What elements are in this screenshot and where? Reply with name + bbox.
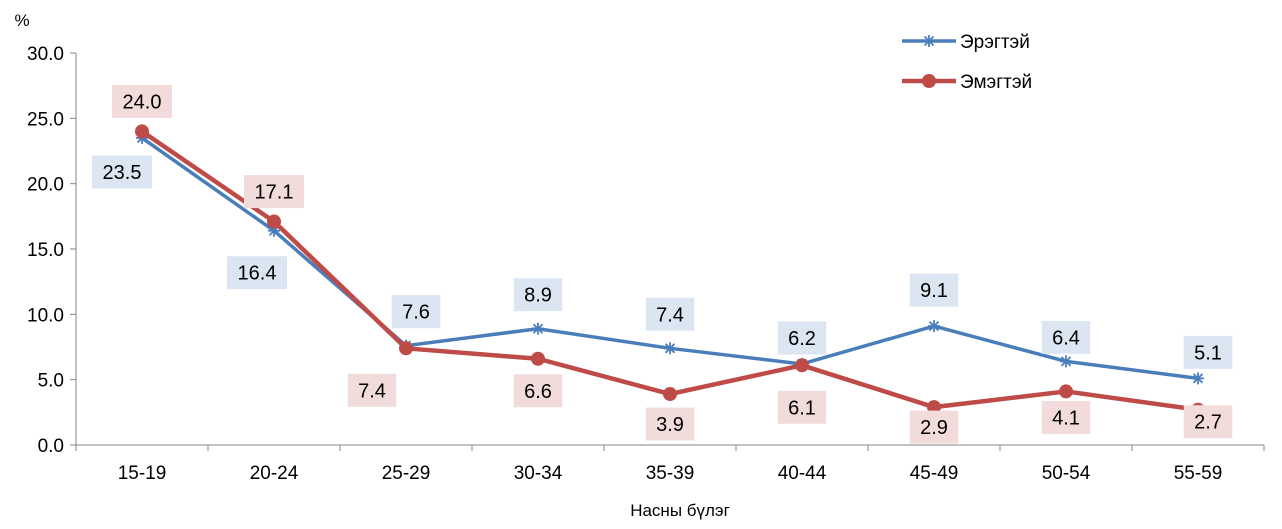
series-1-data-label: 6.4 [1041, 320, 1091, 354]
svg-text:8.9: 8.9 [524, 285, 552, 307]
series-1-point [1192, 372, 1204, 385]
y-tick-label: 25.0 [27, 109, 64, 130]
series-2-point [1059, 384, 1073, 399]
x-tick-label: 40-44 [778, 463, 827, 484]
series-1-data-label: 7.4 [645, 297, 695, 331]
svg-text:7.4: 7.4 [656, 304, 684, 326]
x-tick-label: 15-19 [118, 463, 167, 484]
series-line-2 [140, 129, 1199, 412]
x-tick-label: 50-54 [1042, 463, 1091, 484]
series-2-data-label: 4.1 [1041, 400, 1091, 434]
data-labels: 23.5 24.0 16.4 17.1 7.6 7.4 8.9 6.6 7.4 3.9 6.2 6.1… [92, 84, 1233, 444]
series-1-point [1060, 355, 1072, 368]
svg-text:6.1: 6.1 [788, 397, 816, 419]
svg-text:2.7: 2.7 [1194, 412, 1222, 434]
series-1-data-label: 6.2 [777, 321, 827, 355]
series-1-data-label: 9.1 [909, 273, 959, 307]
x-tick-label: 55-59 [1174, 463, 1223, 484]
legend-marker [922, 74, 936, 88]
series-1-data-label: 16.4 [227, 256, 287, 290]
y-tick-label: 30.0 [27, 44, 64, 65]
svg-text:17.1: 17.1 [255, 182, 294, 204]
y-axis-title: % [14, 11, 29, 30]
legend-label: Эмэгтэй [960, 72, 1032, 93]
legend-label: Эрэгтэй [960, 32, 1030, 53]
svg-text:6.2: 6.2 [788, 328, 816, 350]
legend-item-2: Эмэгтэй [902, 72, 1032, 93]
svg-text:5.1: 5.1 [1194, 342, 1222, 364]
y-axis: 0.0 5.0 10.0 15.0 20.0 25.0 30.0 [27, 44, 77, 457]
y-tick-label: 15.0 [27, 240, 64, 261]
legend: Эрэгтэй Эмэгтэй [902, 32, 1032, 93]
svg-text:3.9: 3.9 [656, 414, 684, 436]
series-2-point [399, 341, 413, 356]
x-tick-label: 45-49 [910, 463, 959, 484]
x-tick-label: 20-24 [250, 463, 299, 484]
x-tick-label: 35-39 [646, 463, 695, 484]
x-tick-label: 25-29 [382, 463, 431, 484]
series-1-point [664, 342, 676, 355]
series-line-1 [140, 136, 1199, 381]
series-2-point [531, 351, 545, 366]
svg-text:23.5: 23.5 [103, 162, 142, 184]
y-tick-label: 20.0 [27, 175, 64, 196]
series-2-point [135, 124, 149, 139]
x-axis-title: Насны бүлэг [630, 501, 730, 520]
svg-text:7.4: 7.4 [358, 380, 386, 402]
series-2-data-label: 17.1 [244, 175, 304, 209]
series-1-data-label: 7.6 [391, 295, 441, 329]
series-1-data-label: 8.9 [513, 278, 563, 312]
series-1-point [532, 322, 544, 335]
y-tick-label: 10.0 [27, 305, 64, 326]
svg-text:2.9: 2.9 [920, 417, 948, 439]
svg-text:6.4: 6.4 [1052, 327, 1080, 349]
series-1-data-label: 23.5 [92, 155, 152, 189]
svg-text:24.0: 24.0 [123, 91, 162, 113]
series-2-point [663, 387, 677, 402]
svg-text:16.4: 16.4 [238, 263, 277, 285]
series-2-data-label: 7.4 [347, 373, 397, 407]
svg-text:4.1: 4.1 [1052, 407, 1080, 429]
series-1-point [928, 320, 940, 333]
series-2-data-label: 2.9 [909, 410, 959, 444]
series-2-data-label: 24.0 [112, 84, 172, 118]
svg-text:6.6: 6.6 [524, 381, 552, 403]
svg-text:9.1: 9.1 [920, 280, 948, 302]
x-tick-label: 30-34 [514, 463, 563, 484]
series-2-point [795, 358, 809, 373]
x-axis: 15-19 20-24 25-29 30-34 35-39 40-44 45-49 50-54… [75, 444, 1265, 484]
series-layer [135, 124, 1205, 417]
y-tick-label: 0.0 [38, 436, 64, 457]
legend-marker [923, 35, 935, 47]
svg-text:7.6: 7.6 [402, 302, 430, 324]
series-2-data-label: 6.1 [777, 390, 827, 424]
series-1-data-label: 5.1 [1183, 335, 1233, 369]
series-2-data-label: 6.6 [513, 374, 563, 408]
series-2-data-label: 2.7 [1183, 405, 1233, 439]
y-tick-label: 5.0 [38, 371, 64, 392]
series-2-point [267, 214, 281, 229]
series-2-data-label: 3.9 [645, 407, 695, 441]
legend-item-1: Эрэгтэй [902, 32, 1030, 53]
